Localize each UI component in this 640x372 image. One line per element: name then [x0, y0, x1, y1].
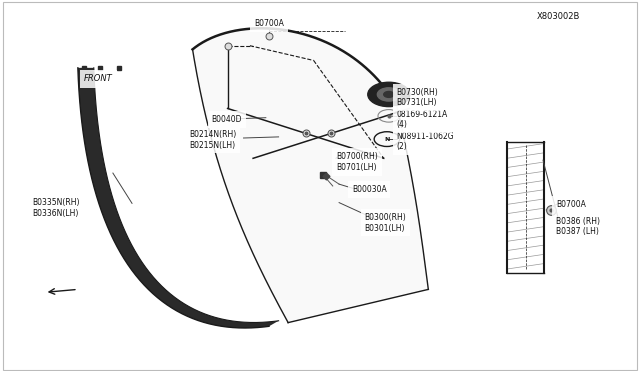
- Text: N08911-1062G
(2): N08911-1062G (2): [396, 132, 454, 151]
- Text: 08169-6121A
(4): 08169-6121A (4): [396, 110, 448, 129]
- Text: FRONT: FRONT: [84, 74, 113, 83]
- Text: B0300(RH)
B0301(LH): B0300(RH) B0301(LH): [365, 213, 406, 232]
- Circle shape: [378, 88, 400, 101]
- Polygon shape: [193, 28, 428, 323]
- Circle shape: [384, 92, 394, 97]
- Text: N: N: [384, 137, 390, 142]
- Text: B00030A: B00030A: [352, 185, 387, 194]
- Text: B0700(RH)
B0701(LH): B0700(RH) B0701(LH): [336, 152, 378, 172]
- Text: B0386 (RH)
B0387 (LH): B0386 (RH) B0387 (LH): [556, 217, 600, 236]
- Text: B0335N(RH)
B0336N(LH): B0335N(RH) B0336N(LH): [32, 198, 79, 218]
- Text: B0214N(RH)
B0215N(LH): B0214N(RH) B0215N(LH): [189, 130, 237, 150]
- Text: B0700A: B0700A: [556, 200, 586, 209]
- Text: X803002B: X803002B: [537, 12, 580, 21]
- Text: B0040D: B0040D: [212, 115, 242, 124]
- Circle shape: [368, 82, 410, 107]
- Text: B0700A: B0700A: [254, 19, 284, 28]
- Polygon shape: [78, 68, 278, 328]
- Text: B0730(RH)
B0731(LH): B0730(RH) B0731(LH): [396, 88, 438, 107]
